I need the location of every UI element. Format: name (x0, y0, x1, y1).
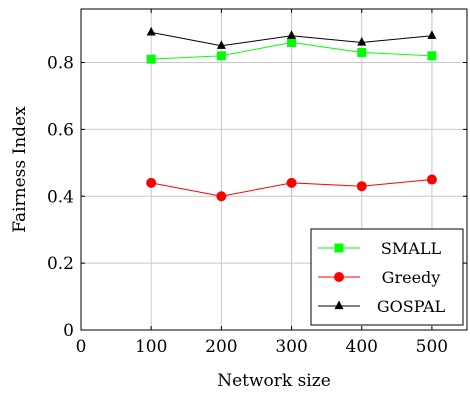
data-point-small (287, 37, 297, 47)
y-axis-label: Fairness Index (10, 106, 30, 233)
legend: SMALL Greedy GOSPAL (310, 228, 464, 326)
y-tick-label: 0.2 (47, 254, 74, 274)
x-tick-label: 200 (205, 337, 237, 357)
x-tick-label: 300 (275, 337, 307, 357)
data-point-gospal (146, 26, 156, 36)
legend-label: Greedy (382, 268, 441, 287)
data-point-small (216, 51, 226, 61)
plot-frame (80, 8, 468, 331)
data-point-greedy (426, 174, 437, 185)
x-tick-label: 400 (346, 337, 378, 357)
data-point-greedy (146, 177, 157, 188)
x-axis-ticks: 0 100 200 300 400 500 (76, 9, 448, 357)
data-point-small (357, 47, 367, 57)
y-tick-label: 0.8 (47, 54, 74, 74)
data-point-small (427, 51, 437, 61)
y-tick-label: 0 (63, 321, 74, 341)
grid-lines (81, 9, 467, 330)
data-point-gospal (287, 30, 297, 39)
series-markers (146, 26, 437, 202)
legend-label: GOSPAL (377, 297, 446, 316)
data-point-gospal (216, 40, 226, 49)
y-tick-label: 0.6 (47, 120, 74, 140)
data-point-small (146, 54, 156, 64)
x-tick-label: 0 (76, 337, 87, 357)
data-point-gospal (427, 30, 437, 39)
data-point-greedy (356, 181, 367, 192)
data-point-gospal (357, 36, 367, 46)
x-tick-label: 500 (416, 337, 448, 357)
legend-marker (334, 300, 344, 310)
y-tick-label: 0.4 (47, 187, 74, 207)
legend-marker (334, 272, 344, 282)
x-axis-label: Network size (217, 371, 331, 391)
x-tick-label: 100 (135, 337, 167, 357)
legend-marker (334, 243, 344, 253)
data-point-greedy (216, 191, 227, 202)
data-point-greedy (286, 177, 297, 188)
legend-label: SMALL (381, 239, 442, 258)
y-axis-ticks: 0 0.2 0.4 0.6 0.8 (47, 54, 467, 341)
